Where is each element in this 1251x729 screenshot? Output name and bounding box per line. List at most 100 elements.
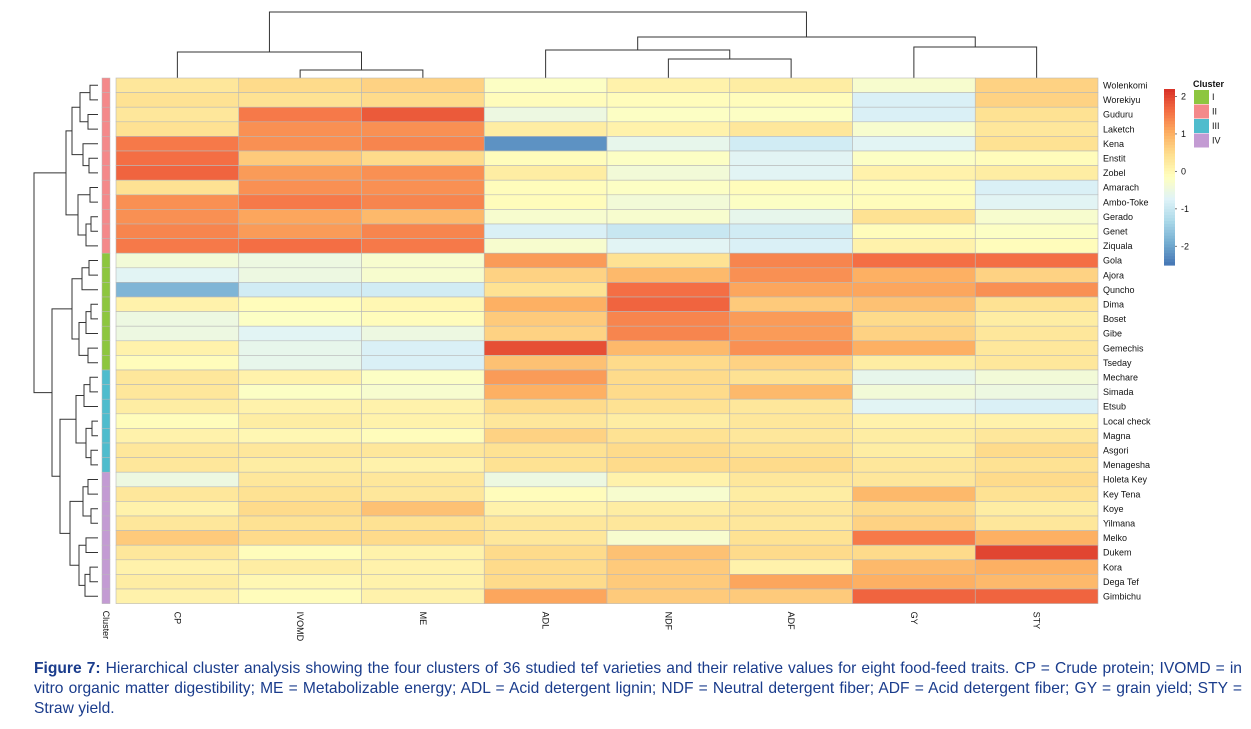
heatmap-cell <box>115 428 240 444</box>
heatmap-cell <box>115 559 240 575</box>
heatmap-cell <box>606 325 731 342</box>
row-dendrogram-link <box>81 267 98 291</box>
row-label: Yilmana <box>1103 519 1135 529</box>
heatmap-cell <box>852 457 976 473</box>
heatmap-cell <box>115 92 240 108</box>
color-scale-segment <box>1164 179 1175 184</box>
column-dendrogram-link <box>637 36 976 50</box>
cluster-annotation-cell <box>101 501 111 517</box>
heatmap-cell <box>115 165 240 181</box>
row-dendrogram-link <box>82 486 91 517</box>
cluster-annotation-cell <box>101 471 111 488</box>
color-scale-segment <box>1164 127 1175 131</box>
cluster-axis-label: Cluster <box>101 611 111 640</box>
row-dendrogram-link <box>88 260 98 276</box>
heatmap-cell <box>974 136 1099 152</box>
heatmap-cell <box>729 194 853 210</box>
color-scale-segment <box>1164 256 1175 260</box>
heatmap-cell <box>974 413 1099 429</box>
heatmap-cell <box>974 471 1099 488</box>
heatmap-cell <box>115 471 240 488</box>
heatmap-cell <box>974 209 1099 225</box>
color-scale-segment <box>1164 106 1175 111</box>
color-scale-segment <box>1164 130 1175 134</box>
row-label: Local check <box>1103 416 1151 426</box>
row-dendrogram-link <box>85 537 98 553</box>
heatmap-cell <box>361 165 485 181</box>
heatmap-cell <box>974 355 1099 371</box>
heatmap-cell <box>852 574 976 590</box>
heatmap-cell <box>483 369 608 385</box>
heatmap-cell <box>974 194 1099 210</box>
color-scale-segment <box>1164 165 1175 169</box>
cluster-annotation-cell <box>101 238 111 254</box>
heatmap-cell <box>606 282 731 298</box>
cluster-annotation-cell <box>101 165 111 181</box>
heatmap-cell <box>483 530 608 546</box>
heatmap-cell <box>974 369 1099 385</box>
row-dendrogram-link <box>71 106 83 156</box>
heatmap-cell <box>361 574 485 590</box>
row-labels: Wolenkomi Worekiyu Guduru Laketch Kena Enstit… <box>1103 81 1151 602</box>
heatmap-cell <box>361 501 485 517</box>
heatmap-cell <box>729 238 853 254</box>
heatmap-cell <box>852 544 976 561</box>
heatmap-cell <box>606 501 731 517</box>
heatmap-cell <box>238 223 362 239</box>
heatmap-cell <box>238 136 362 152</box>
color-scale-segment <box>1164 124 1175 128</box>
heatmap-cell <box>729 223 853 239</box>
heatmap-cell <box>361 457 485 473</box>
color-scale-segment <box>1164 212 1175 216</box>
color-scale-segment <box>1164 197 1175 202</box>
heatmap-cell <box>238 486 362 502</box>
heatmap-cell <box>729 209 853 225</box>
heatmap-cell <box>115 544 240 561</box>
cluster-annotation-cell <box>101 457 111 473</box>
cluster-annotation-cell <box>101 209 111 225</box>
heatmap-cell <box>974 150 1099 166</box>
cluster-annotation-cell <box>101 194 111 210</box>
row-label: Genet <box>1103 227 1128 237</box>
heatmap-cell <box>729 136 853 152</box>
heatmap-cell <box>115 398 240 415</box>
heatmap-cell <box>606 252 731 269</box>
heatmap-cell <box>729 355 853 371</box>
heatmap-cell <box>238 252 362 269</box>
color-scale-segment <box>1164 112 1175 116</box>
row-dendrogram-link <box>83 384 98 407</box>
heatmap-cell <box>361 442 485 458</box>
color-scale-segment <box>1164 238 1175 243</box>
heatmap-cell <box>238 588 362 604</box>
column-dendrogram-link <box>176 51 362 78</box>
heatmap-cell <box>361 311 485 327</box>
heatmap-cell <box>483 442 608 458</box>
heatmap-cell <box>729 413 853 429</box>
color-scale-segment <box>1164 209 1175 213</box>
heatmap-cell <box>115 282 240 298</box>
heatmap-cell <box>361 179 485 196</box>
row-label: Ziquala <box>1103 241 1133 251</box>
heatmap-cell <box>361 136 485 152</box>
color-scale-segment <box>1164 150 1175 155</box>
heatmap-cell <box>852 501 976 517</box>
heatmap-cell <box>974 442 1099 458</box>
heatmap-cell <box>852 267 976 283</box>
heatmap-cell <box>974 92 1099 108</box>
row-dendrogram-link <box>90 216 98 232</box>
heatmap-cell <box>852 179 976 196</box>
legend-entry-label: IV <box>1212 136 1221 146</box>
heatmap-cell <box>483 471 608 488</box>
heatmap-cell <box>852 515 976 531</box>
row-label: Tseday <box>1103 358 1132 368</box>
legend-swatch <box>1194 104 1209 119</box>
heatmap-cell <box>115 136 240 152</box>
heatmap-cell <box>852 384 976 400</box>
heatmap-cell <box>852 121 976 137</box>
color-scale-segment <box>1164 177 1175 181</box>
heatmap-cell <box>361 559 485 575</box>
heatmap-cell <box>115 369 240 385</box>
color-scale-segment <box>1164 194 1175 199</box>
color-scale-segment <box>1164 141 1175 146</box>
heatmap-cell <box>606 136 731 152</box>
